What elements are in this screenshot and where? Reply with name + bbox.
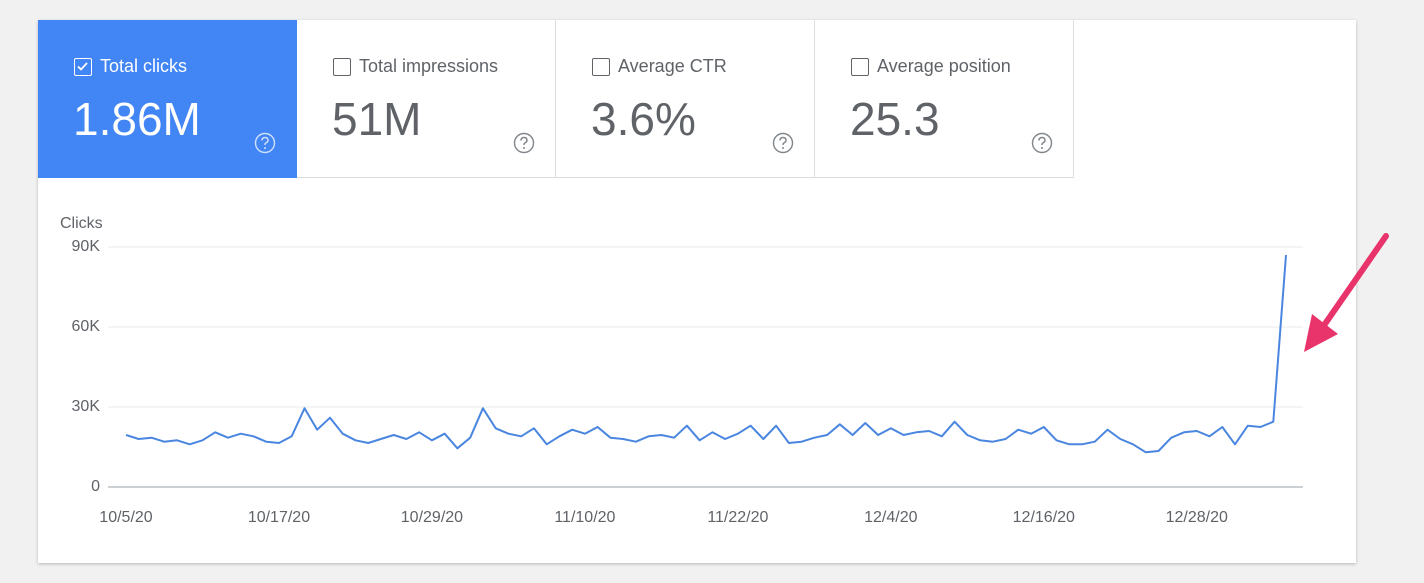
metric-value: 1.86M bbox=[73, 93, 201, 145]
y-axis-label: Clicks bbox=[60, 215, 103, 232]
metric-label-row: Average position bbox=[851, 56, 1011, 77]
metric-label-row: Total impressions bbox=[333, 56, 498, 77]
help-icon bbox=[772, 132, 794, 159]
y-tick-label: 90K bbox=[72, 238, 101, 255]
metric-label-row: Total clicks bbox=[74, 56, 187, 77]
performance-card: Total clicks 1.86M Total impressions 51M Ave… bbox=[38, 20, 1356, 563]
checkbox bbox=[592, 57, 610, 76]
y-tick-label: 30K bbox=[72, 398, 101, 415]
x-tick-label: 11/22/20 bbox=[707, 509, 768, 526]
metric-tile[interactable]: Average position 25.3 bbox=[815, 20, 1074, 178]
metric-label: Average position bbox=[877, 56, 1011, 76]
x-tick-label: 10/5/20 bbox=[99, 509, 152, 526]
metric-value: 51M bbox=[332, 93, 422, 145]
checkbox bbox=[851, 57, 869, 76]
metric-tile[interactable]: Total clicks 1.86M bbox=[38, 20, 297, 178]
help-icon bbox=[254, 132, 276, 159]
x-tick-label: 10/17/20 bbox=[248, 509, 310, 526]
metric-tiles: Total clicks 1.86M Total impressions 51M Ave… bbox=[38, 20, 1356, 178]
x-tick-label: 10/29/20 bbox=[401, 509, 463, 526]
x-tick-label: 12/4/20 bbox=[864, 509, 917, 526]
metric-label: Total impressions bbox=[359, 56, 499, 76]
metric-tile[interactable]: Average CTR 3.6% bbox=[556, 20, 815, 178]
help-glyph bbox=[513, 132, 535, 154]
metric-label: Average CTR bbox=[618, 56, 727, 76]
x-tick-label: 12/28/20 bbox=[1166, 509, 1228, 526]
y-tick-label: 0 bbox=[91, 478, 100, 495]
checkbox bbox=[333, 57, 351, 76]
help-glyph bbox=[254, 132, 276, 154]
x-tick-label: 12/16/20 bbox=[1013, 509, 1075, 526]
annotation-arrowhead bbox=[1304, 314, 1338, 352]
help-icon bbox=[1031, 132, 1053, 159]
help-glyph bbox=[1031, 132, 1053, 154]
annotation-arrow bbox=[1315, 233, 1389, 337]
clicks-line bbox=[125, 254, 1287, 454]
metric-label-row: Average CTR bbox=[592, 56, 727, 77]
help-glyph bbox=[772, 132, 794, 154]
x-tick-label: 11/10/20 bbox=[554, 509, 615, 526]
metric-value: 25.3 bbox=[850, 93, 940, 145]
metric-tile[interactable]: Total impressions 51M bbox=[297, 20, 556, 178]
checkmark bbox=[77, 61, 88, 71]
metric-label: Total clicks bbox=[100, 56, 188, 76]
help-icon bbox=[513, 132, 535, 159]
y-tick-label: 60K bbox=[72, 318, 101, 335]
metric-value: 3.6% bbox=[591, 93, 696, 145]
checkbox bbox=[74, 57, 92, 76]
